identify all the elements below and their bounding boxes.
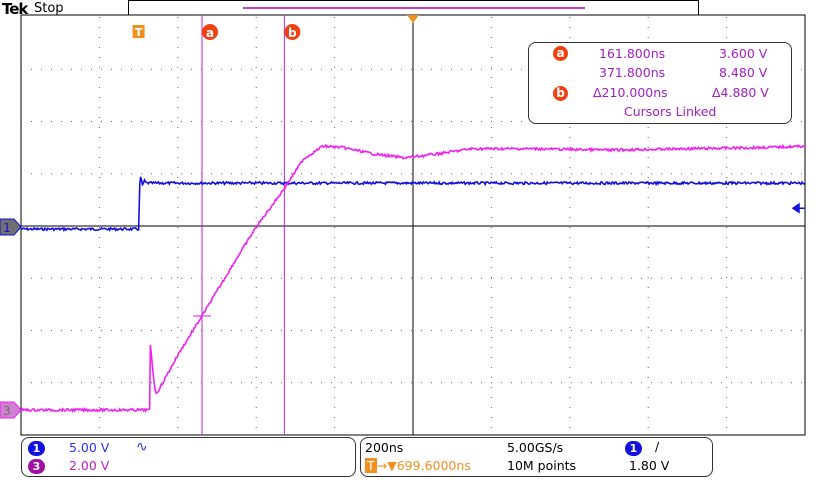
trigger-time-marker-label: T xyxy=(135,26,143,39)
ch1-waveform xyxy=(20,176,806,232)
cursor-mode: Cursors Linked xyxy=(624,104,717,119)
cursor-delta-time: Δ210.000ns xyxy=(593,85,668,100)
horizontal-trigger-panel[interactable]: 200ns 5.00GS/s T →▼699.6000ns 10M points … xyxy=(360,437,713,477)
cursor-a-value: 3.600 V xyxy=(719,46,768,61)
cursor-b-value: 8.480 V xyxy=(719,65,768,80)
trigger-arrow-icon: →▼ xyxy=(376,458,397,473)
trigger-position[interactable]: T →▼699.6000ns xyxy=(365,458,471,473)
cursor-a-marker-label: a xyxy=(206,26,214,40)
timebase[interactable]: 200ns xyxy=(365,440,404,455)
cursor-delta-value: Δ4.880 V xyxy=(712,85,769,100)
ch3-ground-label: 3 xyxy=(3,404,11,418)
expansion-point-icon xyxy=(407,15,419,23)
brand-logo: Tek xyxy=(2,0,28,18)
ch3-badge[interactable]: 3 xyxy=(28,459,45,474)
bandwidth-icon: ∿ xyxy=(136,439,148,455)
sample-rate: 5.00GS/s xyxy=(507,440,564,455)
ch1-scale[interactable]: 5.00 V xyxy=(69,440,110,455)
trigger-icon: T xyxy=(365,458,377,473)
trigger-slope-icon[interactable]: ∕ xyxy=(655,439,660,454)
cursor-b-badge: b xyxy=(553,86,568,101)
cursor-b-marker xyxy=(284,24,301,40)
record-length: 10M points xyxy=(507,458,577,473)
cursor-b-time: 371.800ns xyxy=(599,65,666,80)
ch3-scale[interactable]: 2.00 V xyxy=(69,458,110,473)
ch3-ground-marker xyxy=(0,401,22,419)
trigger-position-value: 699.6000ns xyxy=(396,458,471,473)
cursor-a-badge: a xyxy=(553,46,568,61)
cursor-b-marker-label: b xyxy=(288,26,297,40)
trigger-source-badge[interactable]: 1 xyxy=(625,441,642,456)
cursor-readout: a 161.800ns 3.600 V 371.800ns 8.480 V b … xyxy=(528,42,792,124)
cursor-a-time: 161.800ns xyxy=(599,46,666,61)
trigger-level[interactable]: 1.80 V xyxy=(629,458,670,473)
ch1-badge[interactable]: 1 xyxy=(28,441,45,456)
ch1-ground-marker xyxy=(0,218,22,236)
record-view-window[interactable] xyxy=(243,7,585,9)
ch1-ground-label: 1 xyxy=(3,221,11,235)
channel-panel[interactable]: 1 5.00 V ∿ 3 2.00 V xyxy=(21,437,356,477)
acquisition-state: Stop xyxy=(34,1,64,16)
ch3-waveform xyxy=(20,143,806,413)
trigger-time-marker xyxy=(132,25,145,38)
cursor-a-marker xyxy=(202,24,219,40)
trigger-level-arrow-icon xyxy=(791,202,805,214)
